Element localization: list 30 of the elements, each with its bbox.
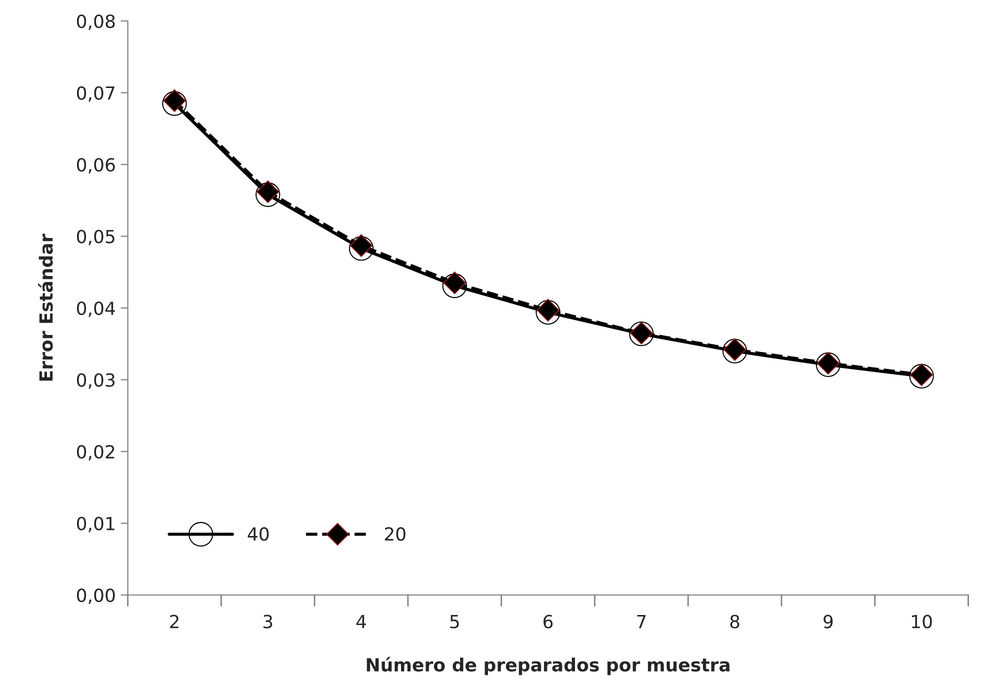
y-tick-label: 0,05 (76, 230, 114, 246)
point (162, 91, 187, 116)
x-tick-label: 6 (544, 614, 553, 628)
y-tick-label: 0,00 (76, 588, 115, 604)
point (443, 272, 466, 294)
y-tick-label: 0,08 (76, 14, 115, 30)
x-tick-label: 7 (637, 615, 646, 628)
point (348, 236, 374, 261)
x-tick-label: 5 (450, 615, 459, 628)
y-tick-label: 0,02 (76, 444, 114, 460)
x-tick-label: 3 (264, 614, 272, 628)
point (256, 180, 280, 204)
y-tick-label: 0,01 (76, 516, 114, 532)
point (350, 234, 373, 257)
point (442, 273, 467, 298)
legend-label: 20 (384, 527, 406, 541)
x-tick-label: 10 (912, 614, 932, 628)
y-tick-label: 0,06 (76, 158, 115, 174)
x-tick-label: 8 (730, 614, 740, 628)
y-tick-label: 0,07 (76, 86, 114, 102)
y-tick-label: 0,03 (76, 373, 115, 389)
legend-label: 40 (248, 527, 269, 541)
y-axis-title: Error Estándar (38, 234, 53, 381)
x-tick-label: 4 (356, 615, 366, 628)
x-axis-title: Número de preparados por muestra (366, 656, 730, 676)
point (256, 182, 280, 207)
x-tick-label: 9 (824, 614, 833, 628)
x-tick-label: 2 (170, 614, 178, 628)
y-tick-label: 0,04 (76, 301, 115, 317)
point (163, 89, 186, 112)
